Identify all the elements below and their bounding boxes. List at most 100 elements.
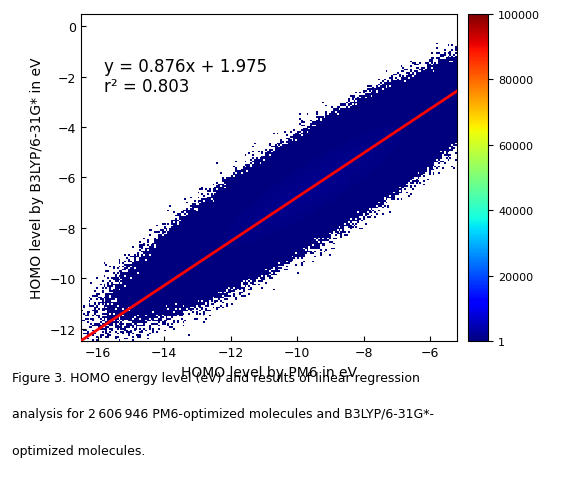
Point bbox=[295, 167, 304, 175]
Point bbox=[379, 131, 388, 139]
Point bbox=[321, 167, 330, 175]
Point bbox=[268, 184, 277, 192]
Point bbox=[242, 218, 251, 226]
Point bbox=[300, 195, 309, 203]
Point bbox=[273, 230, 282, 238]
Point bbox=[194, 240, 203, 248]
Point bbox=[323, 199, 332, 206]
Point bbox=[291, 168, 300, 176]
Point bbox=[234, 225, 243, 233]
Point bbox=[245, 227, 254, 235]
Point bbox=[344, 166, 353, 174]
Point bbox=[314, 170, 323, 178]
Point bbox=[343, 145, 352, 153]
Point bbox=[295, 176, 304, 183]
Point bbox=[347, 158, 356, 165]
Point bbox=[305, 197, 314, 205]
Point bbox=[371, 161, 380, 168]
Point bbox=[373, 143, 382, 151]
Point bbox=[277, 205, 286, 213]
Point bbox=[376, 160, 385, 168]
Point bbox=[272, 193, 281, 201]
Point bbox=[434, 106, 443, 114]
Point bbox=[209, 244, 218, 252]
Point bbox=[281, 193, 291, 201]
Point bbox=[314, 177, 323, 184]
Point bbox=[409, 112, 418, 120]
Point bbox=[264, 183, 273, 190]
Point bbox=[389, 156, 398, 164]
Point bbox=[313, 210, 323, 218]
Point bbox=[373, 160, 382, 168]
Point bbox=[280, 210, 289, 218]
Point bbox=[275, 211, 284, 219]
Point bbox=[286, 197, 295, 204]
Point bbox=[398, 115, 407, 123]
Point bbox=[332, 164, 342, 172]
Point bbox=[264, 202, 273, 210]
Point bbox=[285, 225, 294, 233]
Point bbox=[238, 255, 247, 263]
Point bbox=[352, 155, 361, 163]
Point bbox=[332, 157, 341, 165]
Point bbox=[372, 158, 381, 166]
Point bbox=[397, 124, 406, 132]
Point bbox=[321, 166, 330, 174]
Point bbox=[265, 216, 274, 224]
Point bbox=[343, 131, 352, 139]
Point bbox=[271, 199, 280, 207]
Point bbox=[229, 244, 239, 252]
Point bbox=[360, 168, 369, 176]
Point bbox=[360, 142, 369, 150]
Point bbox=[392, 147, 402, 155]
Point bbox=[358, 147, 368, 155]
Point bbox=[232, 234, 242, 242]
Point bbox=[346, 160, 355, 168]
Point bbox=[165, 297, 175, 305]
Point bbox=[254, 256, 263, 264]
Point bbox=[362, 122, 372, 130]
Point bbox=[314, 197, 324, 204]
Point bbox=[303, 182, 312, 189]
Point bbox=[259, 194, 268, 202]
Point bbox=[288, 213, 297, 221]
Point bbox=[355, 146, 365, 154]
Point bbox=[277, 179, 286, 186]
Point bbox=[283, 173, 292, 181]
Point bbox=[358, 160, 367, 167]
Point bbox=[291, 194, 300, 202]
Point bbox=[358, 156, 368, 164]
Point bbox=[344, 160, 353, 167]
Point bbox=[364, 121, 373, 129]
Point bbox=[343, 159, 352, 166]
Point bbox=[277, 206, 286, 214]
Point bbox=[285, 202, 294, 209]
Point bbox=[321, 198, 331, 206]
Point bbox=[379, 165, 388, 173]
Point bbox=[310, 180, 319, 188]
Point bbox=[366, 153, 375, 161]
Point bbox=[282, 200, 291, 207]
Point bbox=[366, 143, 375, 151]
Point bbox=[338, 163, 347, 171]
Point bbox=[384, 146, 394, 154]
Point bbox=[301, 187, 310, 195]
Point bbox=[269, 223, 279, 230]
Point bbox=[312, 162, 321, 169]
Point bbox=[339, 156, 349, 164]
Point bbox=[388, 139, 397, 147]
Point bbox=[371, 151, 380, 159]
Point bbox=[361, 154, 370, 162]
Point bbox=[250, 248, 259, 256]
Point bbox=[264, 232, 273, 240]
Point bbox=[297, 190, 306, 198]
Point bbox=[283, 195, 292, 203]
Point bbox=[313, 165, 322, 173]
Point bbox=[264, 229, 273, 237]
Point bbox=[343, 149, 352, 157]
Point bbox=[277, 190, 287, 198]
Point bbox=[372, 126, 381, 134]
Point bbox=[232, 256, 241, 264]
Point bbox=[277, 184, 287, 192]
Point bbox=[284, 194, 294, 202]
